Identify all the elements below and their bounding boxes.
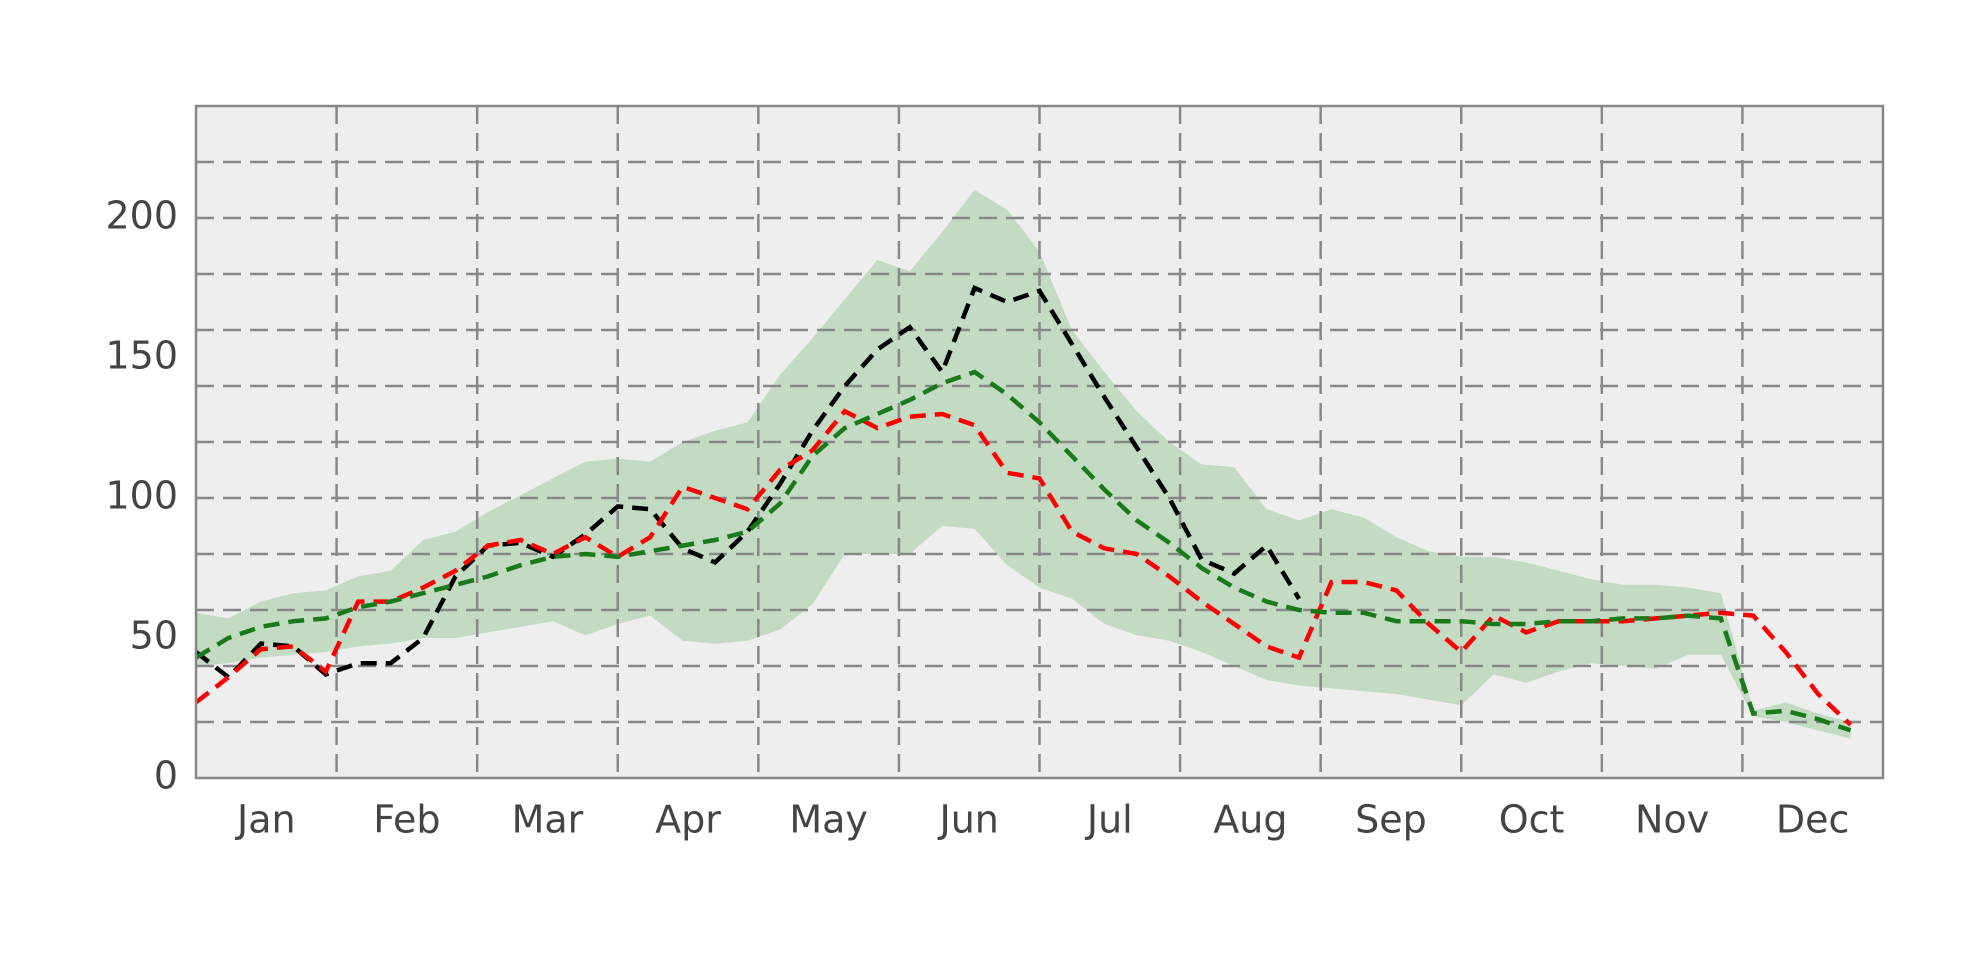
- x-tick-label: Feb: [373, 798, 440, 842]
- y-tick-label: 0: [154, 754, 178, 798]
- plot-frame: [194, 104, 1885, 780]
- x-tick-label: Oct: [1499, 798, 1565, 842]
- y-tick-label: 200: [105, 194, 178, 238]
- x-tick-label: Nov: [1635, 798, 1709, 842]
- y-tick-label: 150: [105, 334, 178, 378]
- y-tick-label: 100: [105, 474, 178, 518]
- x-tick-label: Dec: [1776, 798, 1850, 842]
- series-line: [194, 369, 1852, 733]
- x-tick-label: Sep: [1355, 798, 1427, 842]
- x-tick-label: Mar: [512, 798, 584, 842]
- range-band: [196, 190, 1851, 739]
- x-tick-label: Jun: [938, 798, 999, 842]
- x-tick-label: May: [789, 798, 868, 842]
- x-tick-label: Jul: [1085, 798, 1133, 842]
- x-tick-label: Apr: [655, 798, 721, 842]
- x-tick-label: Jan: [235, 798, 296, 842]
- x-tick-label: Aug: [1213, 798, 1287, 842]
- y-tick-label: 50: [130, 614, 178, 658]
